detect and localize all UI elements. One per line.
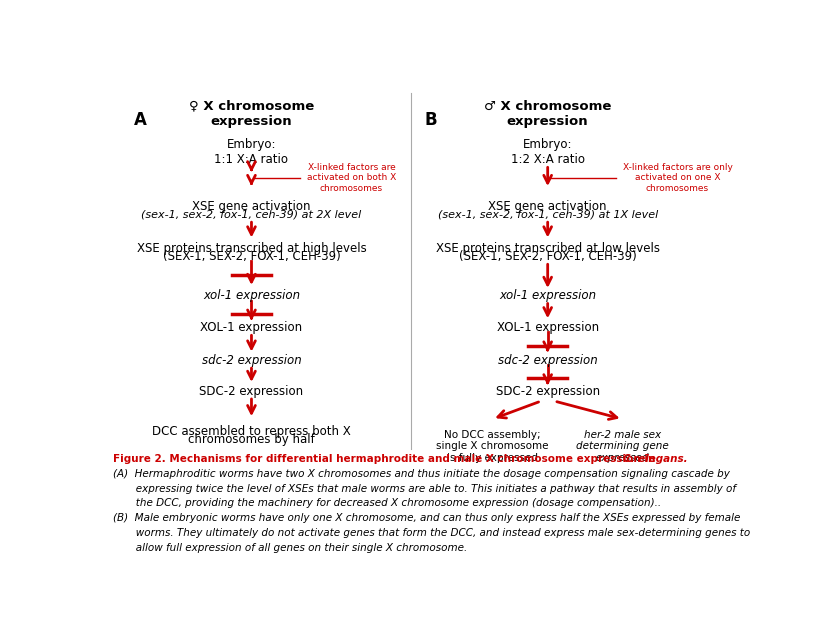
- Text: A: A: [134, 111, 147, 128]
- Text: (SEX-1, SEX-2, FOX-1, CEH-39): (SEX-1, SEX-2, FOX-1, CEH-39): [163, 250, 340, 263]
- Text: XSE proteins transcribed at low levels: XSE proteins transcribed at low levels: [436, 242, 659, 255]
- Text: ♀ X chromosome
expression: ♀ X chromosome expression: [189, 100, 314, 128]
- Text: XSE gene activation: XSE gene activation: [192, 200, 311, 212]
- Text: C. elegans.: C. elegans.: [622, 454, 687, 464]
- Text: X-linked factors are only
activated on one X
chromosomes: X-linked factors are only activated on o…: [622, 163, 732, 193]
- Text: XSE proteins transcribed at high levels: XSE proteins transcribed at high levels: [137, 242, 366, 255]
- Text: allow full expression of all genes on their single X chromosome.: allow full expression of all genes on th…: [113, 543, 467, 553]
- Text: Embryo:
1:2 X:A ratio: Embryo: 1:2 X:A ratio: [511, 138, 585, 166]
- Text: XOL-1 expression: XOL-1 expression: [201, 321, 302, 334]
- Text: the DCC, providing the machinery for decreased X chromosome expression (dosage c: the DCC, providing the machinery for dec…: [113, 499, 661, 508]
- Text: (A)  Hermaphroditic worms have two X chromosomes and thus initiate the dosage co: (A) Hermaphroditic worms have two X chro…: [113, 469, 730, 479]
- Text: X-linked factors are
activated on both X
chromosomes: X-linked factors are activated on both X…: [307, 163, 396, 193]
- Text: (SEX-1, SEX-2, FOX-1, CEH-39): (SEX-1, SEX-2, FOX-1, CEH-39): [459, 250, 637, 263]
- Text: SDC-2 expression: SDC-2 expression: [199, 385, 303, 398]
- Text: her-2 male sex
determining gene
expressed: her-2 male sex determining gene expresse…: [576, 430, 669, 463]
- Text: XSE gene activation: XSE gene activation: [488, 200, 607, 212]
- Text: expressing twice the level of XSEs that male worms are able to. This initiates a: expressing twice the level of XSEs that …: [113, 484, 736, 494]
- Text: (sex-1, sex-2, fox-1, ceh-39) at 2X level: (sex-1, sex-2, fox-1, ceh-39) at 2X leve…: [141, 209, 361, 219]
- Text: (B)  Male embryonic worms have only one X chromosome, and can thus only express : (B) Male embryonic worms have only one X…: [113, 513, 740, 523]
- Text: sdc-2 expression: sdc-2 expression: [498, 354, 597, 367]
- Text: SDC-2 expression: SDC-2 expression: [496, 385, 600, 398]
- Text: ♂ X chromosome
expression: ♂ X chromosome expression: [484, 100, 612, 128]
- Text: B: B: [424, 111, 437, 128]
- Text: Figure 2. Mechanisms for differential hermaphrodite and male X chromosome expres: Figure 2. Mechanisms for differential he…: [113, 454, 659, 464]
- Text: worms. They ultimately do not activate genes that form the DCC, and instead expr: worms. They ultimately do not activate g…: [113, 528, 750, 538]
- Text: xol-1 expression: xol-1 expression: [203, 289, 300, 302]
- Text: chromosomes by half: chromosomes by half: [188, 433, 315, 446]
- Text: No DCC assembly;
single X chromosome
is fully expressed: No DCC assembly; single X chromosome is …: [436, 430, 549, 463]
- Text: (sex-1, sex-2, fox-1, ceh-39) at 1X level: (sex-1, sex-2, fox-1, ceh-39) at 1X leve…: [438, 209, 658, 219]
- Text: DCC assembled to repress both X: DCC assembled to repress both X: [152, 425, 351, 438]
- Text: xol-1 expression: xol-1 expression: [499, 289, 596, 302]
- Text: Embryo:
1:1 X:A ratio: Embryo: 1:1 X:A ratio: [214, 138, 288, 166]
- Text: sdc-2 expression: sdc-2 expression: [202, 354, 302, 367]
- Text: XOL-1 expression: XOL-1 expression: [496, 321, 599, 334]
